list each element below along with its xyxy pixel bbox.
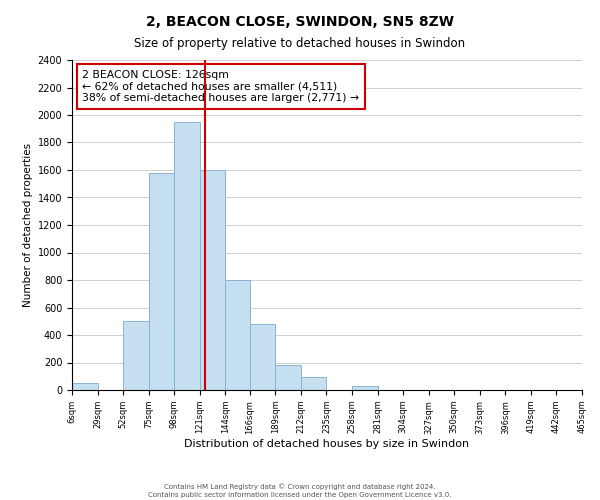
- Text: 2 BEACON CLOSE: 126sqm
← 62% of detached houses are smaller (4,511)
38% of semi-: 2 BEACON CLOSE: 126sqm ← 62% of detached…: [82, 70, 359, 103]
- Bar: [123, 322, 149, 390]
- Bar: [301, 377, 326, 390]
- Bar: [200, 170, 226, 390]
- Bar: [250, 324, 275, 390]
- Bar: [149, 173, 174, 390]
- X-axis label: Distribution of detached houses by size in Swindon: Distribution of detached houses by size …: [184, 440, 470, 450]
- Bar: [174, 122, 200, 390]
- Bar: [352, 386, 377, 390]
- Text: 2, BEACON CLOSE, SWINDON, SN5 8ZW: 2, BEACON CLOSE, SWINDON, SN5 8ZW: [146, 15, 454, 29]
- Text: Size of property relative to detached houses in Swindon: Size of property relative to detached ho…: [134, 38, 466, 51]
- Y-axis label: Number of detached properties: Number of detached properties: [23, 143, 34, 307]
- Bar: [275, 364, 301, 390]
- Text: Contains HM Land Registry data © Crown copyright and database right 2024.
Contai: Contains HM Land Registry data © Crown c…: [148, 484, 452, 498]
- Bar: [226, 280, 250, 390]
- Bar: [72, 383, 98, 390]
